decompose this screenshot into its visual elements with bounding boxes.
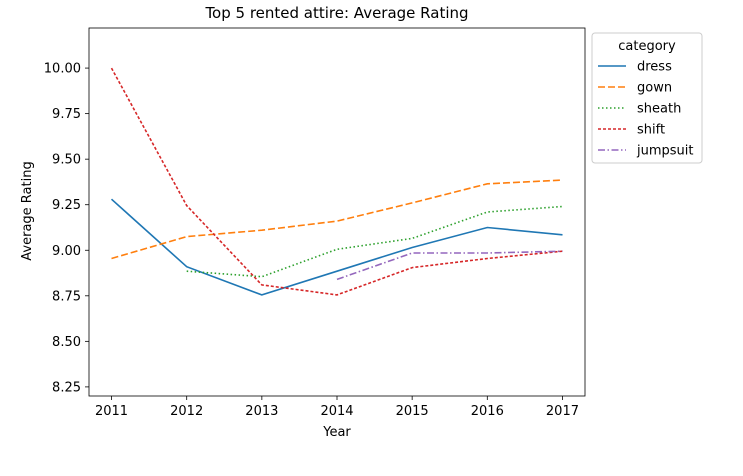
x-tick-label: 2013 bbox=[245, 404, 278, 419]
y-tick-label: 9.00 bbox=[52, 244, 81, 259]
x-tick-label: 2015 bbox=[396, 404, 429, 419]
x-tick-label: 2011 bbox=[95, 404, 128, 419]
legend: category dress gown sheath shift jumpsuit bbox=[591, 32, 703, 164]
y-tick-label: 10.00 bbox=[44, 62, 81, 77]
x-axis: 2011 2012 2013 2014 2015 2016 2017 bbox=[95, 396, 579, 419]
y-axis-label: Average Rating bbox=[20, 161, 35, 260]
legend-label-gown: gown bbox=[637, 81, 672, 96]
legend-label-jumpsuit: jumpsuit bbox=[636, 144, 694, 159]
chart-title: Top 5 rented attire: Average Rating bbox=[204, 4, 468, 22]
legend-label-sheath: sheath bbox=[637, 102, 681, 117]
y-tick-label: 8.50 bbox=[52, 335, 81, 350]
x-tick-label: 2016 bbox=[471, 404, 504, 419]
y-axis: 8.25 8.50 8.75 9.00 9.25 9.50 9.75 10.00 bbox=[44, 62, 89, 395]
series-line-shift bbox=[110, 67, 563, 296]
series-line-dress bbox=[110, 198, 563, 296]
plot-frame bbox=[88, 27, 586, 397]
series-line-gown bbox=[111, 179, 563, 260]
x-axis-label: Year bbox=[322, 425, 351, 440]
series-line-sheath bbox=[186, 205, 563, 278]
y-tick-label: 8.25 bbox=[52, 380, 81, 395]
plot-area bbox=[88, 27, 586, 397]
legend-label-shift: shift bbox=[637, 123, 665, 138]
series-line-jumpsuit bbox=[336, 250, 563, 281]
x-tick-label: 2017 bbox=[546, 404, 579, 419]
legend-title: category bbox=[618, 39, 676, 54]
y-tick-label: 8.75 bbox=[52, 289, 81, 304]
x-tick-label: 2012 bbox=[170, 404, 203, 419]
x-tick-label: 2014 bbox=[320, 404, 353, 419]
y-tick-label: 9.75 bbox=[52, 107, 81, 122]
y-tick-label: 9.50 bbox=[52, 153, 81, 168]
y-tick-label: 9.25 bbox=[52, 198, 81, 213]
legend-label-dress: dress bbox=[637, 60, 672, 75]
